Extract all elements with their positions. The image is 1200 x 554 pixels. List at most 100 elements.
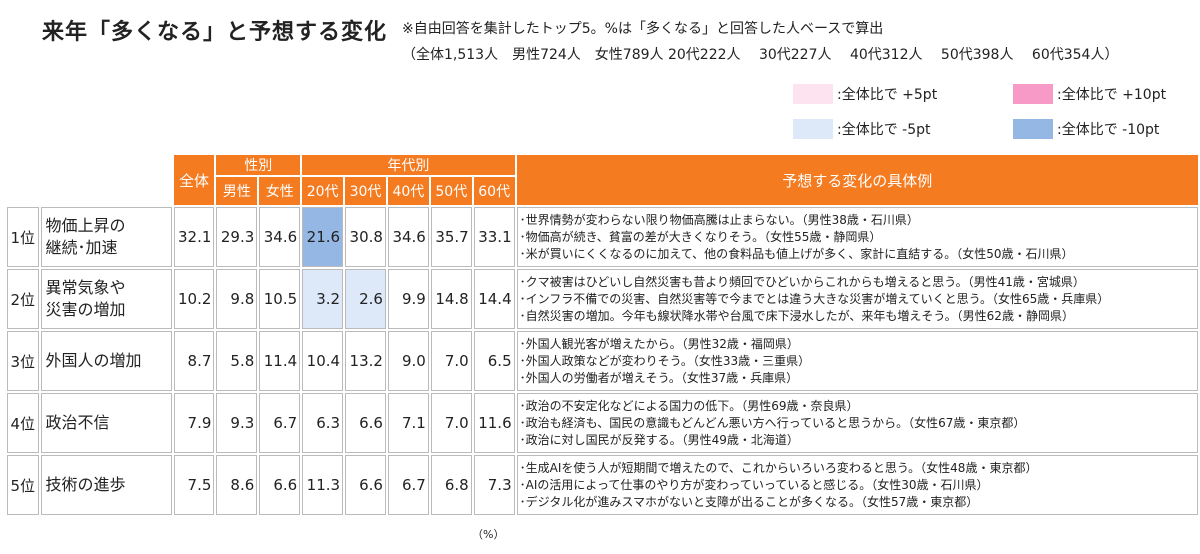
item-label-line1: 物価上昇の (45, 216, 126, 235)
table-row: 2位 異常気象や 災害の増加 10.2 9.8 10.5 3.2 2.6 9.9… (7, 269, 1198, 329)
value-60s: 7.3 (473, 455, 515, 515)
note-method: ※自由回答を集計したトップ5。%は「多くなる」と回答した人ベースで算出 (402, 21, 884, 37)
legend-item-plus10: :全体比で +10pt (1013, 84, 1166, 104)
value-40s: 9.9 (387, 269, 429, 329)
rank-cell: 5位 (7, 455, 39, 515)
example-line: ･外国人の労働者が増えそう。（女性37歳・兵庫県） (519, 370, 799, 385)
header-female: 女性 (259, 177, 301, 205)
header-blank (7, 155, 172, 205)
example-line: ･政治の不安定化などによる国力の低下。（男性69歳・奈良県） (519, 398, 859, 413)
value-male: 5.8 (216, 331, 258, 391)
item-label-line2: 災害の増加 (45, 300, 126, 319)
value-male: 8.6 (216, 455, 258, 515)
item-label-line1: 政治不信 (45, 413, 110, 432)
example-line: ･政治も経済も、国民の意識もどんどん悪い方へ行っていると思うから。（女性67歳・… (519, 415, 1026, 430)
value-40s: 7.1 (387, 393, 429, 453)
header-40s: 40代 (387, 177, 429, 205)
item-cell: 外国人の増加 (40, 331, 172, 391)
value-male: 9.8 (216, 269, 258, 329)
legend-label-minus5: :全体比で -5pt (837, 122, 931, 138)
rank-cell: 4位 (7, 393, 39, 453)
item-label-line1: 技術の進歩 (45, 475, 126, 494)
value-female: 34.6 (259, 207, 301, 267)
header-50s: 50代 (430, 177, 472, 205)
legend-swatch-plus5 (793, 84, 833, 104)
value-female: 10.5 (259, 269, 301, 329)
page-title: 来年「多くなる」と予想する変化 (42, 20, 388, 45)
rank-cell: 3位 (7, 331, 39, 391)
header-30s: 30代 (345, 177, 386, 205)
value-20s: 11.3 (302, 455, 344, 515)
value-female: 6.7 (259, 393, 301, 453)
value-50s: 14.8 (430, 269, 472, 329)
value-40s: 9.0 (387, 331, 429, 391)
legend-item-minus10: :全体比で -10pt (1013, 119, 1159, 139)
example-line: ･自然災害の増加。今年も線状降水帯や台風で床下浸水したが、来年も増えそう。（男性… (519, 308, 1074, 323)
value-male: 9.3 (216, 393, 258, 453)
table-row: 4位 政治不信 7.9 9.3 6.7 6.3 6.6 7.1 7.0 11.6… (7, 393, 1198, 453)
value-20s: 3.2 (302, 269, 344, 329)
value-30s: 6.6 (345, 455, 386, 515)
header-total: 全体 (173, 155, 215, 205)
note-sample-sizes: （全体1,513人 男性724人 女性789人 20代222人 30代227人 … (402, 47, 1119, 63)
value-60s: 14.4 (473, 269, 515, 329)
header-gender: 性別 (216, 155, 301, 175)
item-cell: 物価上昇の 継続･加速 (40, 207, 172, 267)
header-20s: 20代 (302, 177, 344, 205)
header-examples: 予想する変化の具体例 (516, 155, 1198, 205)
item-label-line1: 外国人の増加 (45, 351, 142, 370)
example-line: ･生成AIを使う人が短期間で増えたので、これからいろいろ変わると思う。（女性48… (519, 460, 1038, 475)
value-total: 8.7 (173, 331, 215, 391)
example-line: ･米が買いにくくなるのに加えて、他の食料品も値上げが多く、家計に直結する。（女性… (519, 246, 1074, 261)
example-line: ･インフラ不備での災害、自然災害等で今までとは違う大きな災害が増えていくと思う。… (519, 291, 1110, 306)
value-total: 7.5 (173, 455, 215, 515)
value-30s: 2.6 (345, 269, 386, 329)
value-female: 11.4 (259, 331, 301, 391)
example-line: ･世界情勢が変わらない限り物価高騰は止まらない。（男性38歳・石川県） (519, 212, 919, 227)
value-total: 7.9 (173, 393, 215, 453)
examples-cell: ･政治の不安定化などによる国力の低下。（男性69歳・奈良県） ･政治も経済も、国… (516, 393, 1198, 453)
legend-swatch-minus5 (793, 119, 833, 139)
value-60s: 6.5 (473, 331, 515, 391)
item-cell: 技術の進歩 (40, 455, 172, 515)
example-line: ･外国人観光客が増えたから。（男性32歳・福岡県） (519, 336, 799, 351)
item-label-line2: 継続･加速 (45, 238, 118, 257)
value-40s: 6.7 (387, 455, 429, 515)
table-row: 5位 技術の進歩 7.5 8.6 6.6 11.3 6.6 6.7 6.8 7.… (7, 455, 1198, 515)
value-male: 29.3 (216, 207, 258, 267)
value-30s: 6.6 (345, 393, 386, 453)
value-20s: 6.3 (302, 393, 344, 453)
example-line: ･クマ被害はひどいし自然災害も昔より頻回でひどいからこれからも増えると思う。（男… (519, 274, 1085, 289)
example-line: ･政治に対し国民が反発する。（男性49歳・北海道） (519, 432, 799, 447)
examples-cell: ･生成AIを使う人が短期間で増えたので、これからいろいろ変わると思う。（女性48… (516, 455, 1198, 515)
examples-cell: ･世界情勢が変わらない限り物価高騰は止まらない。（男性38歳・石川県） ･物価高… (516, 207, 1198, 267)
value-60s: 11.6 (473, 393, 515, 453)
value-female: 6.6 (259, 455, 301, 515)
legend-item-minus5: :全体比で -5pt (793, 119, 931, 139)
value-60s: 33.1 (473, 207, 515, 267)
header-age: 年代別 (302, 155, 515, 175)
legend-label-minus10: :全体比で -10pt (1057, 122, 1160, 138)
value-50s: 6.8 (430, 455, 472, 515)
item-cell: 異常気象や 災害の増加 (40, 269, 172, 329)
rank-cell: 1位 (7, 207, 39, 267)
example-line: ･外国人政策などが変わりそう。（女性33歳・三重県） (519, 353, 811, 368)
example-line: ･AIの活用によって仕事のやり方が変わっていっていると感じる。（女性30歳・石川… (519, 477, 989, 492)
value-50s: 7.0 (430, 331, 472, 391)
value-50s: 7.0 (430, 393, 472, 453)
unit-label: （%） (472, 528, 505, 541)
legend-label-plus10: :全体比で +10pt (1057, 87, 1167, 103)
value-40s: 34.6 (387, 207, 429, 267)
item-label-line1: 異常気象や (45, 278, 126, 297)
header-male: 男性 (216, 177, 258, 205)
examples-cell: ･外国人観光客が増えたから。（男性32歳・福岡県） ･外国人政策などが変わりそう… (516, 331, 1198, 391)
value-total: 32.1 (173, 207, 215, 267)
legend-label-plus5: :全体比で +5pt (837, 87, 938, 103)
examples-cell: ･クマ被害はひどいし自然災害も昔より頻回でひどいからこれからも増えると思う。（男… (516, 269, 1198, 329)
value-20s: 10.4 (302, 331, 344, 391)
item-cell: 政治不信 (40, 393, 172, 453)
legend-swatch-plus10 (1013, 84, 1053, 104)
value-30s: 13.2 (345, 331, 386, 391)
example-line: ･物価高が続き、貧富の差が大きくなりそう。（女性55歳・静岡県） (519, 229, 882, 244)
rank-cell: 2位 (7, 269, 39, 329)
